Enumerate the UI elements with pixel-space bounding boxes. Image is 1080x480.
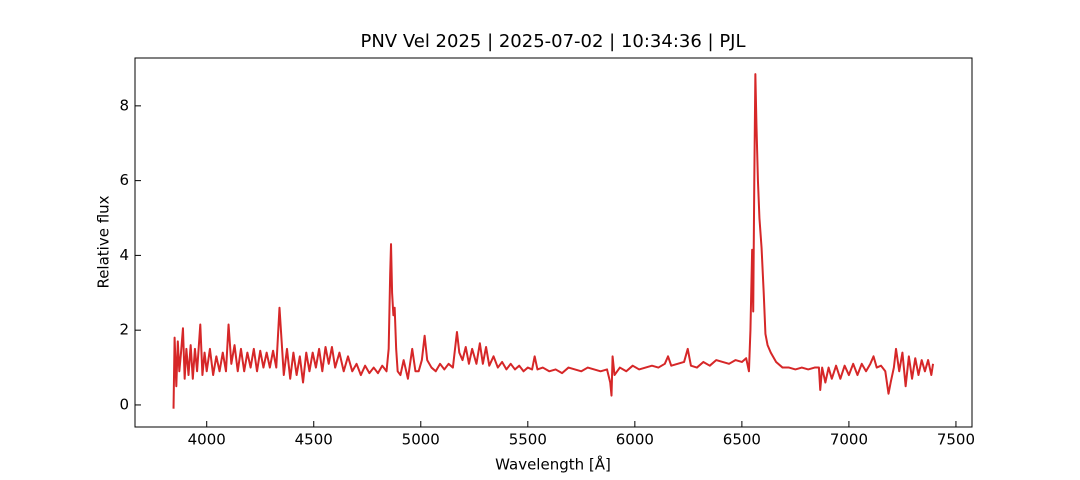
y-tick-label: 4 [119, 246, 129, 264]
chart-title: PNV Vel 2025 | 2025-07-02 | 10:34:36 | P… [360, 31, 745, 52]
y-tick-label: 8 [119, 96, 129, 114]
x-tick-label: 7000 [830, 431, 868, 449]
y-axis-label: Relative flux [95, 195, 113, 288]
x-tick-label: 6500 [723, 431, 761, 449]
x-tick-label: 5500 [509, 431, 547, 449]
spectrum-line [172, 73, 935, 409]
y-tick-label: 0 [119, 395, 129, 413]
x-tick-label: 6000 [616, 431, 654, 449]
x-tick-label: 5000 [402, 431, 440, 449]
y-tick-label: 6 [119, 171, 129, 189]
x-axis-label: Wavelength [Å] [495, 455, 611, 474]
plot-frame [134, 57, 973, 428]
y-tick-label: 2 [119, 321, 129, 339]
x-tick-label: 4500 [295, 431, 333, 449]
x-tick-label: 7500 [937, 431, 975, 449]
x-tick-label: 4000 [188, 431, 226, 449]
